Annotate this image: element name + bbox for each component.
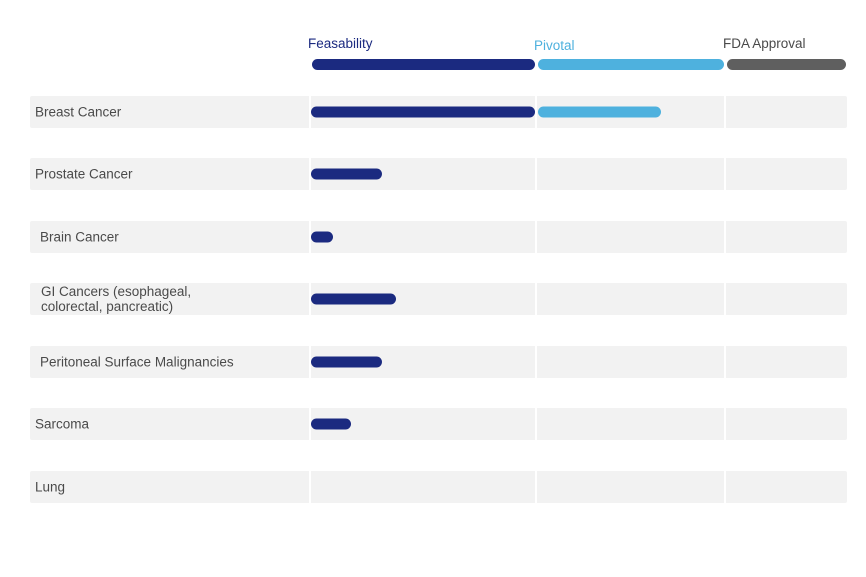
- row-label: Sarcoma: [35, 416, 90, 432]
- column-divider: [724, 158, 726, 190]
- row-gi-cancers-esophageal: GI Cancers (esophageal, colorectal, pancr…: [30, 283, 847, 315]
- row-prostate-cancer: Prostate Cancer: [30, 158, 847, 190]
- column-divider: [535, 283, 537, 315]
- stage-label-feasability: Feasability: [308, 36, 373, 51]
- progress-bar-feasability: [311, 231, 333, 243]
- progress-bar-feasability: [311, 168, 383, 180]
- column-divider: [309, 158, 311, 190]
- column-divider: [535, 96, 537, 128]
- column-divider: [724, 283, 726, 315]
- column-divider: [724, 96, 726, 128]
- row-breast-cancer: Breast Cancer: [30, 96, 847, 128]
- row-label: Brain Cancer: [40, 229, 119, 245]
- progress-bar-pivotal: [538, 106, 661, 118]
- stage-bar-pivotal: [538, 59, 724, 70]
- row-label: GI Cancers (esophageal, colorectal, pancr…: [41, 284, 192, 314]
- stage-bar-fda-approval: [727, 59, 846, 70]
- row-label: Breast Cancer: [35, 104, 122, 120]
- column-divider: [535, 408, 537, 440]
- progress-bar-feasability: [311, 293, 396, 305]
- row-peritoneal-surface-malignancies: Peritoneal Surface Malignancies: [30, 346, 847, 378]
- column-divider: [309, 96, 311, 128]
- column-divider: [724, 471, 726, 503]
- stage-label-fda-approval: FDA Approval: [723, 36, 806, 51]
- row-label: Peritoneal Surface Malignancies: [40, 354, 234, 370]
- column-divider: [309, 346, 311, 378]
- progress-bar-feasability: [311, 418, 351, 430]
- column-divider: [309, 471, 311, 503]
- column-divider: [535, 221, 537, 253]
- row-sarcoma: Sarcoma: [30, 408, 847, 440]
- row-label: Lung: [35, 479, 66, 495]
- column-divider: [724, 221, 726, 253]
- stage-label-pivotal: Pivotal: [534, 38, 575, 53]
- column-divider: [309, 221, 311, 253]
- column-divider: [535, 346, 537, 378]
- column-divider: [724, 346, 726, 378]
- row-label: Prostate Cancer: [35, 166, 133, 182]
- column-divider: [309, 408, 311, 440]
- column-divider: [724, 408, 726, 440]
- column-divider: [535, 158, 537, 190]
- column-divider: [535, 471, 537, 503]
- stage-bar-feasability: [312, 59, 535, 70]
- column-divider: [309, 283, 311, 315]
- progress-bar-feasability: [311, 106, 535, 118]
- progress-bar-feasability: [311, 356, 383, 368]
- row-brain-cancer: Brain Cancer: [30, 221, 847, 253]
- row-lung: Lung: [30, 471, 847, 503]
